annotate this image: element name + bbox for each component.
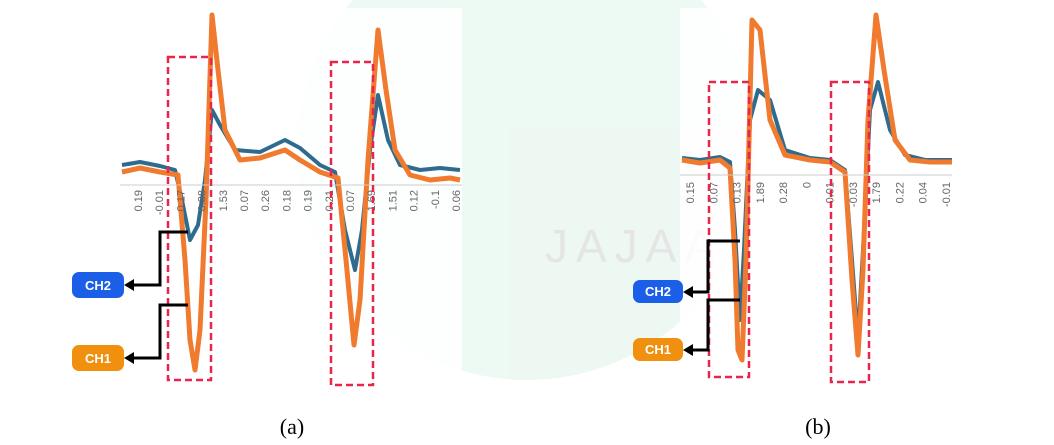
x-tick-label: 0.17 [175,190,187,211]
x-tick-label: 0.26 [260,190,272,211]
ch2-label: CH2 [85,278,111,293]
ch2-label: CH2 [645,284,671,299]
x-tick-label: 1.53 [218,190,230,211]
x-tick-label: -0.03 [848,182,860,207]
x-tick-label: 0.12 [409,190,421,211]
tick-labels: 0.19 -0.01 0.17 0.38 1.53 0.07 0.26 0.18 0.19 0.2… [133,190,463,215]
ch1-label: CH1 [645,342,671,357]
ch1-badge [72,345,124,371]
x-tick-label: -0.1 [430,190,442,209]
x-tick-label: 0.21 [324,190,336,211]
x-tick-label: 0.04 [918,182,930,203]
panel-a: 0.19 -0.01 0.17 0.38 1.53 0.07 0.26 0.18 0.19 0.2… [72,8,463,439]
bracket [692,239,740,294]
tick-labels: 0.15 0.07 0.13 1.89 0.28 0 -0.01 -0.03 1.79 0.22 0… [685,182,953,207]
highlight-box [829,80,871,384]
x-tick-label: 0.07 [345,190,357,211]
caption: (a) [280,414,304,439]
x-tick-label: 1.79 [871,182,883,203]
x-tick-label: 0.15 [685,182,697,203]
x-tick-label: 0.18 [281,190,293,211]
plot-area [680,8,952,388]
ch2-signal [121,93,461,272]
arrow-head [683,286,693,356]
x-tick-label: 0.28 [778,182,790,203]
highlight-box [166,55,213,382]
highlight-box [707,80,751,379]
ch1-signal [681,12,952,363]
ch1-label: CH1 [85,351,111,366]
x-tick-label: 1.51 [387,190,399,211]
bracket [692,298,740,352]
highlight-box [329,60,375,387]
ch2-badge [72,272,124,298]
x-tick-label: 0.38 [197,190,209,211]
arrow-head [124,279,134,364]
x-tick-label: 0.07 [239,190,251,211]
x-tick-label: 0.19 [133,190,145,211]
x-tick-label: 0.13 [732,182,744,203]
panel-b: 0.15 0.07 0.13 1.89 0.28 0 -0.01 -0.03 1.79 0.22 0… [633,8,953,439]
x-tick-label: 0.22 [894,182,906,203]
x-tick-label: 0.07 [708,182,720,203]
ch2-badge [633,280,683,303]
x-tick-label: -0.01 [941,182,953,207]
bracket [132,303,188,360]
x-tick-label: -0.01 [154,190,166,215]
caption: (b) [805,414,831,439]
ch1-badge [633,338,683,361]
x-tick-label: 0.19 [303,190,315,211]
x-tick-label: 0 [801,182,813,188]
bracket [132,230,188,287]
x-tick-label: 1.89 [755,182,767,203]
x-tick-label: 0.06 [451,190,463,211]
plot-area [120,8,462,388]
ch1-signal [121,12,461,373]
